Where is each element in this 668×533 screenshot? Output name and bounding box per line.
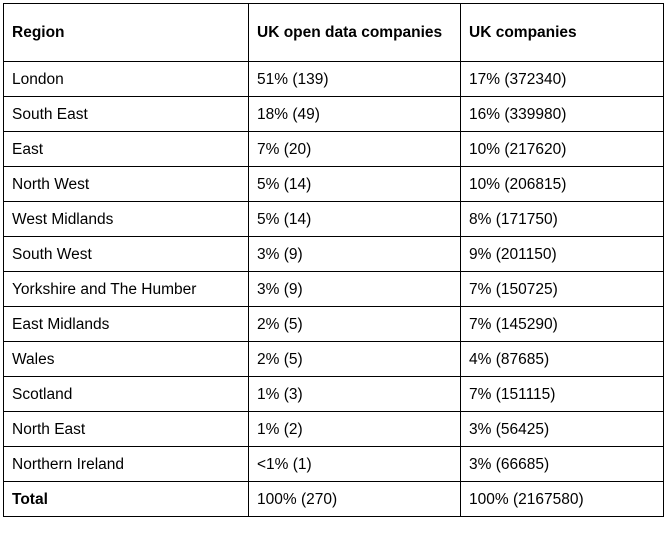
uk-companies-cell: 4% (87685)	[460, 341, 664, 377]
region-cell: Scotland	[3, 376, 249, 412]
table-total-row: Total 100% (270) 100% (2167580)	[3, 481, 664, 517]
region-cell: North East	[3, 411, 249, 447]
uk-companies-cell: 7% (145290)	[460, 306, 664, 342]
region-cell: Wales	[3, 341, 249, 377]
header-uk-open-data-companies: UK open data companies	[248, 3, 461, 62]
table-row: North West 5% (14) 10% (206815)	[3, 166, 664, 202]
table-row: West Midlands 5% (14) 8% (171750)	[3, 201, 664, 237]
total-uk-companies: 100% (2167580)	[460, 481, 664, 517]
open-data-companies-cell: 3% (9)	[248, 271, 461, 307]
open-data-companies-cell: 5% (14)	[248, 201, 461, 237]
table-row: Wales 2% (5) 4% (87685)	[3, 341, 664, 377]
open-data-companies-cell: 2% (5)	[248, 341, 461, 377]
region-cell: East	[3, 131, 249, 167]
region-cell: East Midlands	[3, 306, 249, 342]
open-data-companies-cell: 51% (139)	[248, 61, 461, 97]
table-row: East 7% (20) 10% (217620)	[3, 131, 664, 167]
table-row: South East 18% (49) 16% (339980)	[3, 96, 664, 132]
regional-companies-table: Region UK open data companies UK compani…	[3, 3, 664, 517]
region-cell: South West	[3, 236, 249, 272]
uk-companies-cell: 17% (372340)	[460, 61, 664, 97]
region-cell: Northern Ireland	[3, 446, 249, 482]
header-region: Region	[3, 3, 249, 62]
open-data-companies-cell: 18% (49)	[248, 96, 461, 132]
table-row: South West 3% (9) 9% (201150)	[3, 236, 664, 272]
uk-companies-cell: 10% (206815)	[460, 166, 664, 202]
table-row: North East 1% (2) 3% (56425)	[3, 411, 664, 447]
open-data-companies-cell: 1% (2)	[248, 411, 461, 447]
uk-companies-cell: 3% (66685)	[460, 446, 664, 482]
uk-companies-cell: 10% (217620)	[460, 131, 664, 167]
uk-companies-cell: 7% (151115)	[460, 376, 664, 412]
open-data-companies-cell: <1% (1)	[248, 446, 461, 482]
table-header-row: Region UK open data companies UK compani…	[3, 3, 664, 62]
uk-companies-cell: 16% (339980)	[460, 96, 664, 132]
open-data-companies-cell: 7% (20)	[248, 131, 461, 167]
open-data-companies-cell: 1% (3)	[248, 376, 461, 412]
header-uk-companies: UK companies	[460, 3, 664, 62]
region-cell: London	[3, 61, 249, 97]
table-row: Scotland 1% (3) 7% (151115)	[3, 376, 664, 412]
region-cell: West Midlands	[3, 201, 249, 237]
table-body: London 51% (139) 17% (372340) South East 18%…	[3, 61, 664, 517]
region-cell: North West	[3, 166, 249, 202]
total-label: Total	[3, 481, 249, 517]
open-data-companies-cell: 3% (9)	[248, 236, 461, 272]
uk-companies-cell: 9% (201150)	[460, 236, 664, 272]
open-data-companies-cell: 5% (14)	[248, 166, 461, 202]
uk-companies-cell: 7% (150725)	[460, 271, 664, 307]
table-row: London 51% (139) 17% (372340)	[3, 61, 664, 97]
total-open-data-companies: 100% (270)	[248, 481, 461, 517]
open-data-companies-cell: 2% (5)	[248, 306, 461, 342]
table-row: East Midlands 2% (5) 7% (145290)	[3, 306, 664, 342]
region-cell: Yorkshire and The Humber	[3, 271, 249, 307]
region-cell: South East	[3, 96, 249, 132]
uk-companies-cell: 3% (56425)	[460, 411, 664, 447]
table-row: Yorkshire and The Humber 3% (9) 7% (150725…	[3, 271, 664, 307]
table-row: Northern Ireland <1% (1) 3% (66685)	[3, 446, 664, 482]
uk-companies-cell: 8% (171750)	[460, 201, 664, 237]
